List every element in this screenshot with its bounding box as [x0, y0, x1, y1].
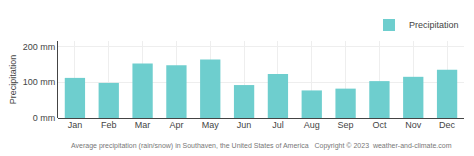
svg-text:200 mm: 200 mm: [23, 42, 56, 52]
svg-text:100 mm: 100 mm: [23, 77, 56, 87]
svg-text:Dec: Dec: [439, 120, 456, 130]
svg-text:Average precipitation (rain/sn: Average precipitation (rain/snow) in Sou…: [71, 142, 452, 150]
svg-text:Oct: Oct: [372, 120, 387, 130]
svg-text:Sep: Sep: [338, 120, 354, 130]
svg-text:Nov: Nov: [405, 120, 422, 130]
svg-text:Jul: Jul: [272, 120, 284, 130]
svg-text:Aug: Aug: [304, 120, 320, 130]
svg-text:Jun: Jun: [237, 120, 252, 130]
svg-text:Feb: Feb: [101, 120, 117, 130]
svg-text:Precipitation: Precipitation: [8, 55, 18, 105]
svg-text:Jan: Jan: [68, 120, 83, 130]
svg-text:Precipitation: Precipitation: [409, 20, 459, 30]
svg-text:0 mm: 0 mm: [33, 113, 56, 123]
svg-text:Mar: Mar: [135, 120, 151, 130]
svg-text:May: May: [202, 120, 220, 130]
svg-text:Apr: Apr: [169, 120, 183, 130]
